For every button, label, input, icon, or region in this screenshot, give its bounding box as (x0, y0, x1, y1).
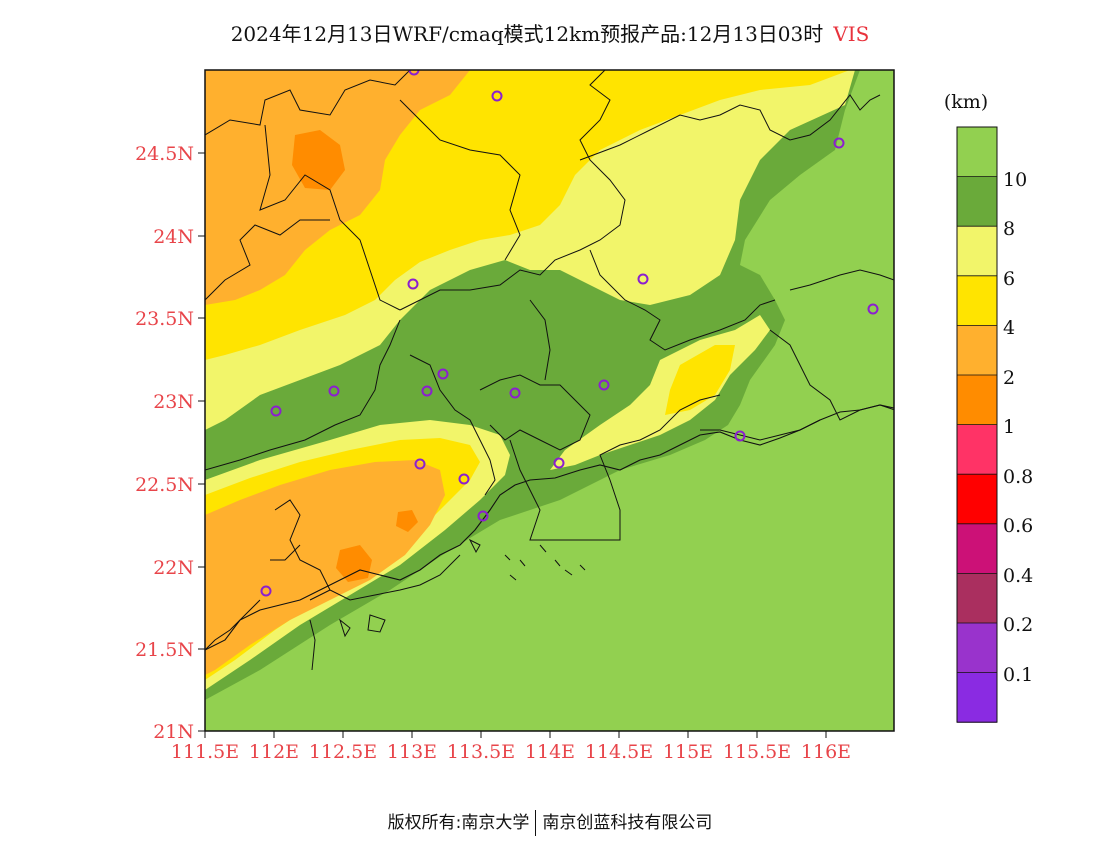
x-tick-label: 112.5E (309, 741, 377, 763)
colorbar-label: 10 (1003, 169, 1027, 191)
station-marker (509, 387, 521, 399)
y-tick-label: 23.5N (135, 308, 194, 330)
vis-field-2-4 (205, 70, 470, 305)
colorbar-swatch (957, 226, 997, 277)
station-marker (553, 457, 565, 469)
footer-company: 南京创蓝科技有限公司 (542, 813, 713, 833)
colorbar-label: 8 (1003, 218, 1015, 240)
vis-field-1-2-south (336, 545, 372, 582)
y-tick-label: 22N (153, 557, 194, 579)
station-marker (598, 379, 610, 391)
colorbar-swatch (957, 127, 997, 178)
colorbar-swatch (957, 573, 997, 624)
y-ticks (198, 152, 205, 732)
y-tick-label: 21N (153, 721, 194, 743)
y-tick-label: 21.5N (135, 639, 194, 661)
title-variable: VIS (833, 22, 870, 46)
colorbar-label: 0.4 (1003, 565, 1033, 587)
colorbar-swatch (957, 523, 997, 574)
vis-field-2-4-south (205, 460, 445, 675)
x-tick-label: 114.5E (585, 741, 653, 763)
x-tick-labels: 111.5E 112E 112.5E 113E 113.5E 114E 114.… (171, 741, 851, 763)
station-marker (637, 273, 649, 285)
copyright-footer: 版权所有:南京大学 南京创蓝科技有限公司 (0, 808, 1100, 836)
map-plot-area (205, 70, 894, 731)
y-tick-label: 24.5N (135, 143, 194, 165)
vis-field-4-6-east (665, 345, 735, 415)
colorbar-swatch (957, 176, 997, 227)
map-title: 2024年12月13日WRF/cmaq模式12km预报产品:12月13日03时 V… (0, 18, 1100, 47)
colorbar-label: 0.1 (1003, 664, 1033, 686)
station-marker (270, 405, 282, 417)
colorbar-label: 4 (1003, 317, 1015, 339)
station-marker (477, 510, 489, 522)
x-tick-label: 113.5E (447, 741, 515, 763)
station-marker (833, 137, 845, 149)
colorbar-swatch (957, 474, 997, 525)
station-marker (408, 70, 420, 76)
colorbar-swatch (957, 672, 997, 723)
y-tick-label: 23N (153, 391, 194, 413)
colorbar-label: 2 (1003, 367, 1015, 389)
x-tick-label: 111.5E (171, 741, 239, 763)
x-ticks (204, 731, 827, 738)
colorbar-swatch (957, 623, 997, 674)
station-marker (407, 278, 419, 290)
islands (309, 538, 586, 671)
x-tick-label: 113E (387, 741, 437, 763)
station-marker (867, 303, 879, 315)
colorbar-swatch (957, 424, 997, 475)
station-marker (421, 385, 433, 397)
x-tick-label: 115.5E (723, 741, 791, 763)
colorbar-swatch (957, 275, 997, 326)
colorbar-unit: (km) (944, 91, 988, 113)
colorbar-label: 0.2 (1003, 614, 1033, 636)
x-tick-label: 112E (249, 741, 299, 763)
vis-field-1-2-small (396, 510, 418, 532)
station-markers (260, 70, 879, 597)
colorbar-swatch (957, 325, 997, 376)
footer-copyright: 版权所有:南京大学 (387, 813, 530, 833)
y-tick-label: 22.5N (135, 474, 194, 496)
colorbar-label: 0.6 (1003, 515, 1033, 537)
colorbar (956, 126, 998, 723)
station-marker (328, 385, 340, 397)
title-main: 2024年12月13日WRF/cmaq模式12km预报产品:12月13日03时 (230, 22, 824, 46)
station-marker (260, 585, 272, 597)
colorbar-labels: 10 8 6 4 2 1 0.8 0.6 0.4 0.2 0.1 (1003, 169, 1033, 686)
x-tick-label: 116E (801, 741, 851, 763)
colorbar-swatch (957, 375, 997, 426)
station-marker (414, 458, 426, 470)
footer-divider (535, 810, 537, 836)
x-tick-label: 114E (525, 741, 575, 763)
colorbar-label: 0.8 (1003, 466, 1033, 488)
y-tick-labels: 24.5N 24N 23.5N 23N 22.5N 22N 21.5N 21N (135, 143, 194, 743)
coastline (205, 404, 894, 651)
colorbar-label: 1 (1003, 416, 1015, 438)
station-marker (437, 368, 449, 380)
station-marker (491, 90, 503, 102)
colorbar-label: 6 (1003, 268, 1015, 290)
station-marker (458, 473, 470, 485)
station-marker (734, 430, 746, 442)
y-tick-label: 24N (153, 226, 194, 248)
x-tick-label: 115E (663, 741, 713, 763)
